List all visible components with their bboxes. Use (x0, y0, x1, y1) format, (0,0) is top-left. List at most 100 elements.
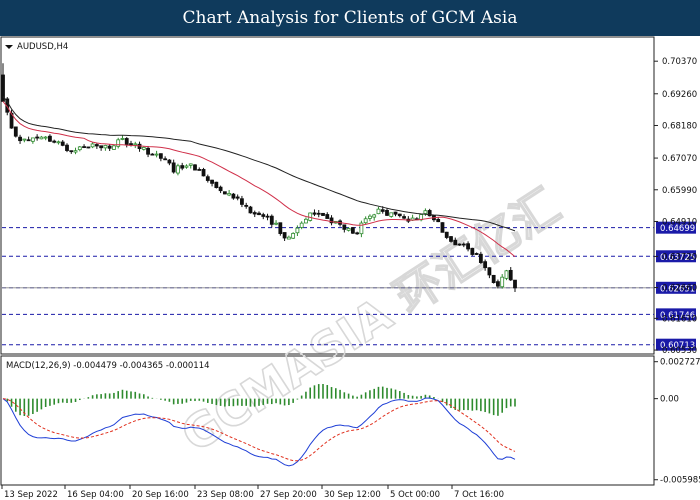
price-tick-label: 0.69260 (662, 90, 697, 100)
candle (171, 159, 176, 174)
level-label: 0.60713 (660, 341, 695, 351)
candle (94, 143, 99, 149)
moving-averages (2, 96, 516, 258)
candle (376, 206, 381, 215)
candle (158, 153, 163, 162)
price-tick-label: 0.62660 (662, 284, 697, 294)
candle (90, 142, 95, 149)
macd-signal-line (2, 398, 516, 462)
candle (163, 156, 168, 161)
candle (265, 213, 270, 221)
candle (214, 181, 219, 189)
candle (222, 191, 227, 195)
candle (295, 225, 300, 237)
page-title: Chart Analysis for Clients of GCM Asia (0, 0, 700, 36)
candle (188, 163, 193, 169)
time-tick-label: 7 Oct 16:00 (454, 490, 504, 500)
candle (60, 139, 65, 147)
candle (461, 242, 466, 248)
candle (291, 232, 296, 239)
level-tag (656, 281, 696, 294)
candle (427, 208, 432, 217)
candle (329, 215, 334, 226)
candle (252, 210, 257, 218)
candle (278, 222, 283, 236)
candle (154, 150, 159, 158)
candle (491, 274, 496, 284)
candle (86, 146, 91, 149)
candle (478, 251, 483, 264)
candle (282, 232, 287, 241)
level-tag (656, 308, 696, 321)
candle (82, 144, 86, 149)
price-tick-label: 0.65990 (662, 186, 697, 196)
candle (201, 167, 206, 177)
candle (167, 159, 172, 166)
candle (13, 126, 18, 138)
candle (342, 224, 347, 233)
candle (457, 243, 462, 246)
candle (176, 163, 180, 176)
time-tick-label: 27 Sep 20:00 (260, 490, 317, 500)
candle (363, 216, 368, 225)
candle (184, 164, 189, 169)
price-tick-label: 0.64910 (662, 217, 697, 227)
candle (269, 214, 274, 228)
candle (368, 214, 372, 222)
candle (312, 209, 317, 217)
candle (453, 237, 458, 246)
macd-tick-label: 0.00 (660, 395, 679, 405)
level-label: 0.62651 (660, 284, 695, 294)
price-tick-label: 0.63720 (662, 252, 697, 262)
candle (397, 213, 402, 218)
price-pane[interactable] (0, 36, 655, 355)
candle (299, 221, 304, 230)
candle (120, 135, 125, 141)
horizontal-levels: 0.64699 0.63725 0.62651 0.61746 0.60713 (2, 221, 696, 351)
candle (504, 269, 509, 281)
candle (56, 140, 61, 145)
time-tick-label: 16 Sep 04:00 (67, 490, 124, 500)
candle (65, 143, 69, 153)
candle (18, 134, 22, 144)
candle (389, 212, 394, 218)
price-axis: 0.70370 0.69260 0.68180 0.67070 0.65990 0.649… (654, 57, 697, 356)
candle (402, 214, 406, 220)
macd-tick-label: -0.005985 (660, 476, 700, 486)
candle (240, 195, 244, 208)
time-tick-label: 23 Sep 08:00 (197, 490, 254, 500)
macd-tick-label: 0.002727 (660, 358, 700, 368)
candle (193, 164, 197, 171)
candle (346, 227, 351, 232)
candle (257, 211, 261, 216)
candle (116, 137, 121, 149)
candle (146, 145, 150, 158)
macd-label: MACD(12,26,9) -0.004479 -0.004365 -0.000… (6, 361, 210, 371)
level-label: 0.63725 (660, 253, 695, 263)
level-label: 0.64699 (660, 224, 695, 234)
candle (43, 136, 48, 141)
ma-fast-line (2, 101, 516, 258)
level-tag (656, 250, 696, 263)
candle (355, 231, 360, 235)
time-axis: 13 Sep 2022 16 Sep 04:00 20 Sep 16:00 23 Se… (1, 485, 504, 500)
candle (440, 222, 445, 233)
candle (205, 174, 210, 183)
macd-indicator (2, 383, 516, 467)
macd-pane[interactable] (0, 355, 655, 486)
candle (107, 144, 112, 152)
chart-canvas[interactable]: GCMASIA 环汇亿汇 0.646990.637250.626510.6174… (0, 36, 700, 500)
price-tick-label: 0.68180 (662, 121, 697, 131)
candle (474, 252, 479, 255)
candle (393, 211, 398, 217)
ma-slow-line (2, 96, 516, 232)
price-tick-label: 0.67070 (662, 154, 697, 164)
candle (197, 167, 202, 171)
symbol-label: AUDUSD,H4 (17, 42, 68, 52)
macd-main-line (2, 397, 516, 467)
candle (69, 150, 74, 154)
time-tick-label: 20 Sep 16:00 (132, 490, 189, 500)
dropdown-arrow-icon[interactable] (5, 45, 13, 49)
candle (321, 212, 325, 217)
level-label: 0.61746 (660, 311, 695, 321)
